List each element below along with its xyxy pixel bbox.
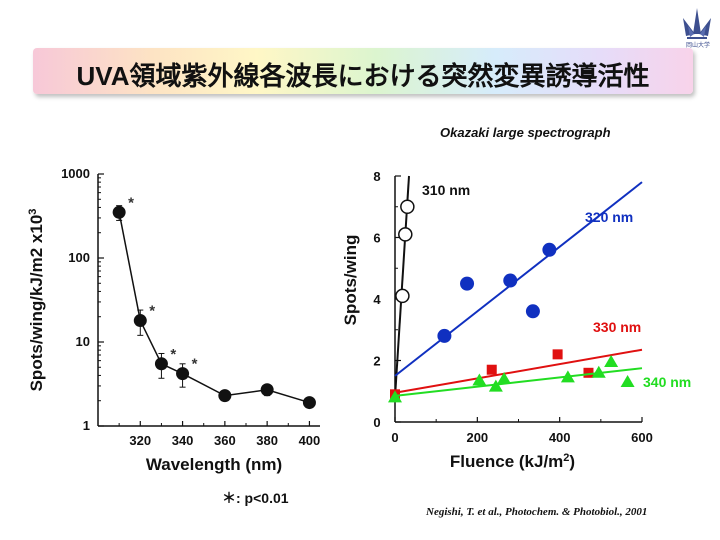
left-data-point (218, 389, 232, 403)
left-data-point (133, 314, 147, 328)
left-x-tick-label: 380 (256, 433, 278, 448)
left-data-point (112, 205, 126, 219)
point-320-nm (503, 273, 518, 288)
left-x-tick-label: 320 (129, 433, 151, 448)
point-340-nm (604, 355, 619, 368)
left-y-tick-label: 10 (76, 334, 90, 349)
point-340-nm (497, 371, 512, 384)
left-y-tick-label: 100 (68, 250, 90, 265)
right-x-tick-label: 200 (466, 430, 488, 445)
point-330-nm (486, 364, 497, 375)
right-y-axis-title: Spots/wing (341, 235, 360, 326)
point-310-nm (398, 227, 413, 242)
point-320-nm (437, 328, 452, 343)
right-x-axis-title: Fluence (kJ/m2) (450, 452, 575, 471)
right-x-tick-label: 400 (549, 430, 571, 445)
right-x-tick-label: 600 (631, 430, 653, 445)
significance-star: * (192, 356, 198, 373)
significance-note: ＊: p<0.01 (222, 490, 289, 506)
point-330-nm (552, 349, 563, 360)
left-x-tick-label: 340 (172, 433, 194, 448)
right-y-tick-label: 2 (373, 354, 380, 369)
point-320-nm (542, 242, 557, 257)
left-data-point (176, 367, 190, 381)
point-320-nm (525, 304, 540, 319)
fit-line-340-nm (394, 367, 643, 397)
point-310-nm (400, 199, 415, 214)
right-x-tick-label: 0 (391, 430, 398, 445)
title-banner: UVA領域紫外線各波長における突然変異誘導活性 (33, 48, 693, 94)
right-y-tick-label: 6 (373, 231, 380, 246)
left-data-point (302, 396, 316, 410)
left-series-line (118, 212, 310, 404)
university-logo (680, 4, 714, 48)
point-340-nm (620, 375, 635, 388)
left-x-axis-title: Wavelength (nm) (146, 455, 282, 474)
series-label-320-nm: 320 nm (585, 209, 633, 225)
left-x-tick-label: 400 (299, 433, 321, 448)
point-340-nm (388, 390, 402, 403)
left-y-tick-label: 1 (83, 418, 90, 433)
point-330-nm (583, 367, 594, 378)
significance-star: * (149, 303, 155, 320)
left-y-tick-label: 1000 (61, 166, 90, 181)
series-label-330-nm: 330 nm (593, 319, 641, 335)
fit-line-320-nm (394, 181, 643, 377)
logo-caption: 岡山大学 (685, 43, 710, 49)
point-340-nm (488, 379, 503, 392)
logo-emblem-icon (683, 8, 711, 39)
left-x-tick-label: 360 (214, 433, 236, 448)
significance-star: * (170, 346, 176, 363)
right-y-tick-label: 0 (373, 415, 380, 430)
point-310-nm (395, 288, 410, 304)
page-title: UVA領域紫外線各波長における突然変異誘導活性 (76, 61, 650, 91)
right-y-tick-label: 8 (373, 169, 380, 184)
series-label-310-nm: 310 nm (422, 182, 470, 198)
right-y-tick-label: 4 (373, 292, 381, 307)
fit-line-330-nm (394, 348, 643, 394)
left-y-axis-title: Spots/wing/kJ/m2 x103 (27, 209, 46, 392)
point-320-nm (460, 276, 475, 291)
series-label-340-nm: 340 nm (643, 374, 691, 390)
source-label: Okazaki large spectrograph (440, 125, 611, 140)
point-340-nm (560, 370, 575, 383)
left-data-point (154, 357, 168, 371)
point-340-nm (472, 373, 487, 386)
significance-star: * (128, 194, 134, 211)
citation: Negishi, T. et al., Photochem. & Photobi… (426, 506, 648, 518)
point-340-nm (591, 365, 606, 378)
left-data-point (260, 383, 274, 397)
